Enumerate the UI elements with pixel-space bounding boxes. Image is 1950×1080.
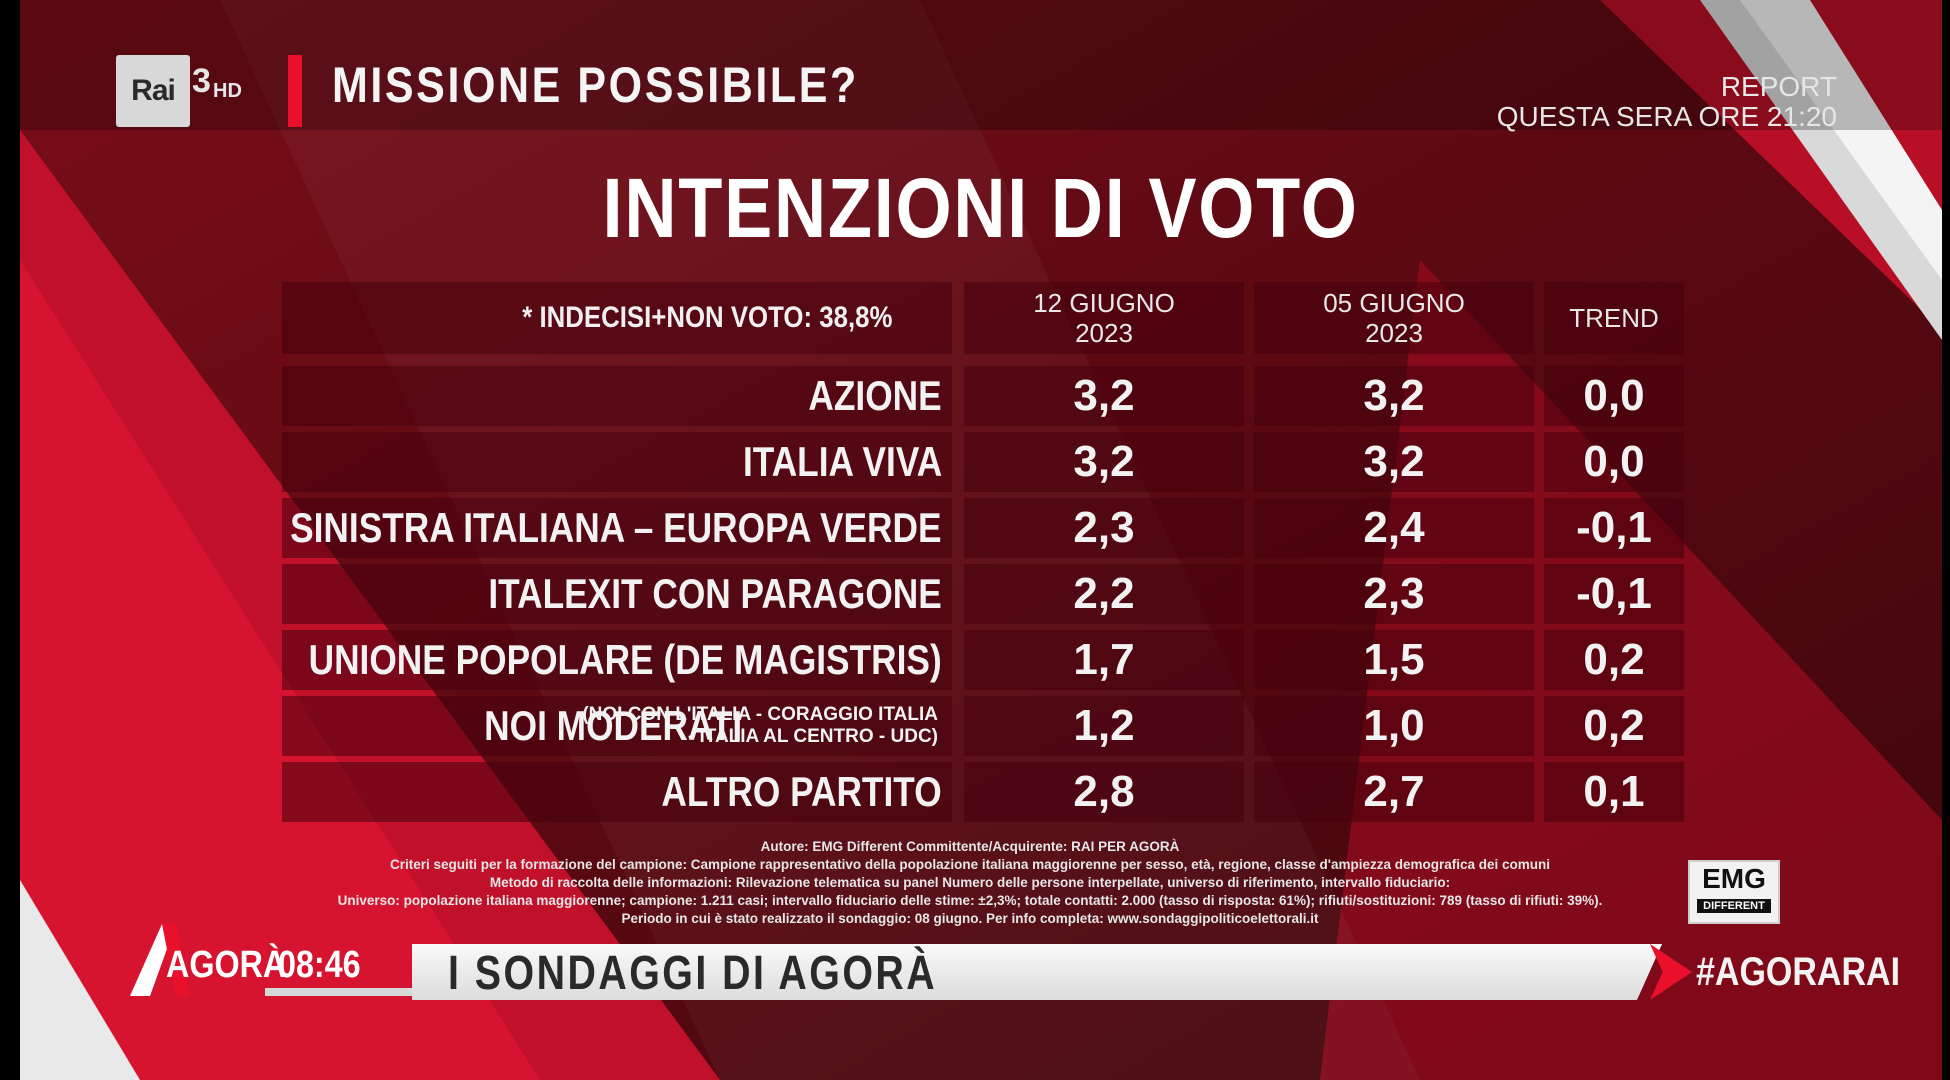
hashtag: #AGORARAI [1696,950,1901,994]
col-header-current-year: 2023 [1075,318,1133,348]
value-current: 2,8 [964,762,1244,822]
agora-logo-icon [130,924,190,996]
logo-accent-bar [288,55,302,127]
value-current: 3,2 [964,366,1244,426]
value-previous: 2,3 [1254,564,1534,624]
value-current: 1,7 [964,630,1244,690]
party-label-cell: UNIONE POPOLARE (DE MAGISTRIS) [282,630,952,690]
party-label-cell: ITALEXIT CON PARAGONE [282,564,952,624]
value-previous: 2,7 [1254,762,1534,822]
value-previous: 3,2 [1254,366,1534,426]
credits-line: Autore: EMG Different Committente/Acquir… [760,839,1180,854]
agora-clock: 08:46 [278,944,361,986]
channel-hd: HD [213,80,242,102]
value-current: 3,2 [964,432,1244,492]
col-header-current: 12 GIUGNO 2023 [964,282,1244,354]
undecided-note: * INDECISI+NON VOTO: 38,8% [282,282,952,354]
value-trend: -0,1 [1544,498,1684,558]
ticker-bar [412,944,1662,1000]
credits-line: Criteri seguiti per la formazione del ca… [389,857,1551,872]
col-header-trend: TREND [1544,282,1684,354]
undecided-note-text: * INDECISI+NON VOTO: 38,8% [521,301,892,334]
party-label-cell: ALTRO PARTITO [282,762,952,822]
poll-credits: Autore: EMG Different Committente/Acquir… [320,838,1620,928]
value-previous: 3,2 [1254,432,1534,492]
party-name: ITALEXIT CON PARAGONE [488,570,942,617]
value-current: 2,3 [964,498,1244,558]
emg-logo-sub: DIFFERENT [1697,899,1771,913]
value-previous: 2,4 [1254,498,1534,558]
value-trend: 0,0 [1544,366,1684,426]
ticker-text: I SONDAGGI DI AGORÀ [448,947,938,1000]
channel-number: 3 [192,62,211,100]
value-trend: -0,1 [1544,564,1684,624]
promo-line2: QUESTA SERA ORE 21:20 [1496,101,1837,132]
party-name: NOI MODERATI [483,702,742,749]
value-previous: 1,0 [1254,696,1534,756]
promo-line1: REPORT [1720,71,1837,102]
col-header-previous: 05 GIUGNO 2023 [1254,282,1534,354]
value-current: 2,2 [964,564,1244,624]
party-subtitle: (NOI CON L'ITALIA - CORAGGIO ITALIA - ITA… [582,704,938,748]
value-trend: 0,2 [1544,630,1684,690]
tv-frame: Rai 3 HD MISSIONE POSSIBILE? REPORT QUES… [20,0,1942,1080]
value-previous: 1,5 [1254,630,1534,690]
agora-name: AGORÀ [166,944,287,986]
party-label-cell: AZIONE [282,366,952,426]
party-label-cell: ITALIA VIVA [282,432,952,492]
credits-line: Universo: popolazione italiana maggioren… [337,893,1603,908]
value-trend: 0,2 [1544,696,1684,756]
rai-logo-text: Rai [131,74,176,107]
party-name: UNIONE POPOLARE (DE MAGISTRIS) [308,636,942,683]
promo: REPORT QUESTA SERA ORE 21:20 [1497,72,1837,132]
party-name: SINISTRA ITALIANA – EUROPA VERDE [290,504,942,551]
party-label-cell: NOI MODERATI (NOI CON L'ITALIA - CORAGGIO… [282,696,952,756]
credits-line: Metodo di raccolta delle informazioni: R… [489,875,1451,890]
col-header-current-date: 12 GIUGNO [1033,288,1175,318]
page-title: INTENZIONI DI VOTO [20,160,1942,257]
party-name: AZIONE [808,372,942,419]
party-name: ALTRO PARTITO [661,768,942,815]
rai-logo: Rai [116,55,190,127]
value-current: 1,2 [964,696,1244,756]
col-header-previous-year: 2023 [1365,318,1423,348]
value-trend: 0,1 [1544,762,1684,822]
page-title-text: INTENZIONI DI VOTO [602,161,1360,255]
emg-logo-main: EMG [1702,863,1766,894]
party-label-cell: SINISTRA ITALIANA – EUROPA VERDE [282,498,952,558]
value-trend: 0,0 [1544,432,1684,492]
credits-line: Periodo in cui è stato realizzato il son… [621,911,1319,926]
agora-underline [265,988,415,996]
emg-logo: EMG DIFFERENT [1688,860,1780,924]
party-name: ITALIA VIVA [742,438,942,485]
show-title: MISSIONE POSSIBILE? [332,57,859,113]
party-subtitle-line: (NOI CON L'ITALIA - CORAGGIO ITALIA [582,704,938,725]
col-header-previous-date: 05 GIUGNO [1323,288,1465,318]
party-subtitle-line: - ITALIA AL CENTRO - UDC) [687,726,938,747]
col-header-trend-text: TREND [1569,303,1659,333]
